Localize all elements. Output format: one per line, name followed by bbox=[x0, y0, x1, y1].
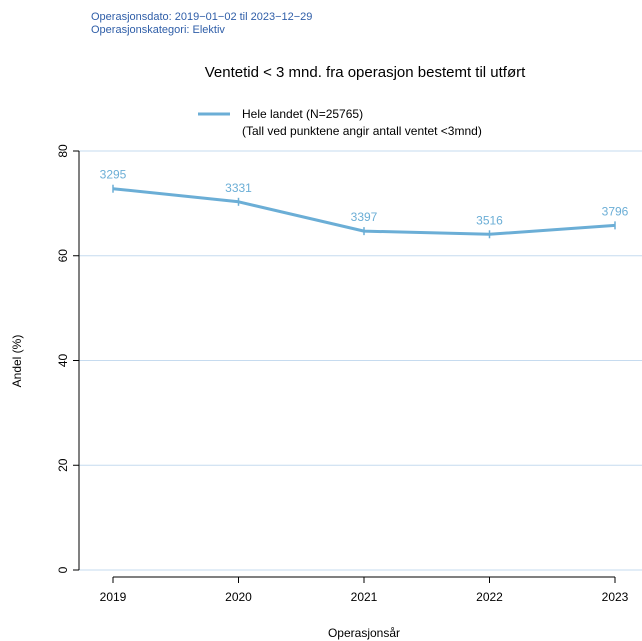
category-info: Operasjonskategori: Elektiv bbox=[91, 24, 225, 36]
y-tick-label: 0 bbox=[56, 566, 70, 573]
y-tick-label: 40 bbox=[56, 354, 70, 368]
x-axis: 2019 2020 2021 2022 2023 bbox=[100, 577, 629, 604]
y-axis: 0 20 40 60 80 bbox=[56, 144, 79, 573]
x-tick-label: 2022 bbox=[476, 590, 503, 604]
y-tick-label: 80 bbox=[56, 144, 70, 158]
y-tick-label: 20 bbox=[56, 458, 70, 472]
x-tick-label: 2021 bbox=[351, 590, 378, 604]
x-axis-label: Operasjonsår bbox=[328, 626, 400, 640]
data-label: 3397 bbox=[351, 210, 378, 224]
y-axis-label: Andel (%) bbox=[10, 335, 24, 388]
legend-label: Hele landet (N=25765) bbox=[242, 107, 363, 121]
data-label: 3796 bbox=[602, 204, 629, 218]
data-label: 3516 bbox=[476, 213, 503, 227]
x-tick-label: 2023 bbox=[602, 590, 629, 604]
data-label: 3295 bbox=[100, 168, 127, 182]
x-tick-label: 2020 bbox=[225, 590, 252, 604]
legend-note: (Tall ved punktene angir antall ventet <… bbox=[242, 124, 482, 138]
y-tick-label: 60 bbox=[56, 249, 70, 263]
legend: Hele landet (N=25765) (Tall ved punktene… bbox=[198, 107, 482, 138]
gridlines bbox=[79, 150, 642, 571]
x-tick-label: 2019 bbox=[100, 590, 127, 604]
series-hele-landet: 3295 3331 3397 3516 3796 bbox=[100, 168, 629, 239]
chart-title: Ventetid < 3 mnd. fra operasjon bestemt … bbox=[205, 64, 526, 81]
date-range-info: Operasjonsdato: 2019−01−02 til 2023−12−2… bbox=[91, 11, 313, 23]
data-label: 3331 bbox=[225, 181, 252, 195]
